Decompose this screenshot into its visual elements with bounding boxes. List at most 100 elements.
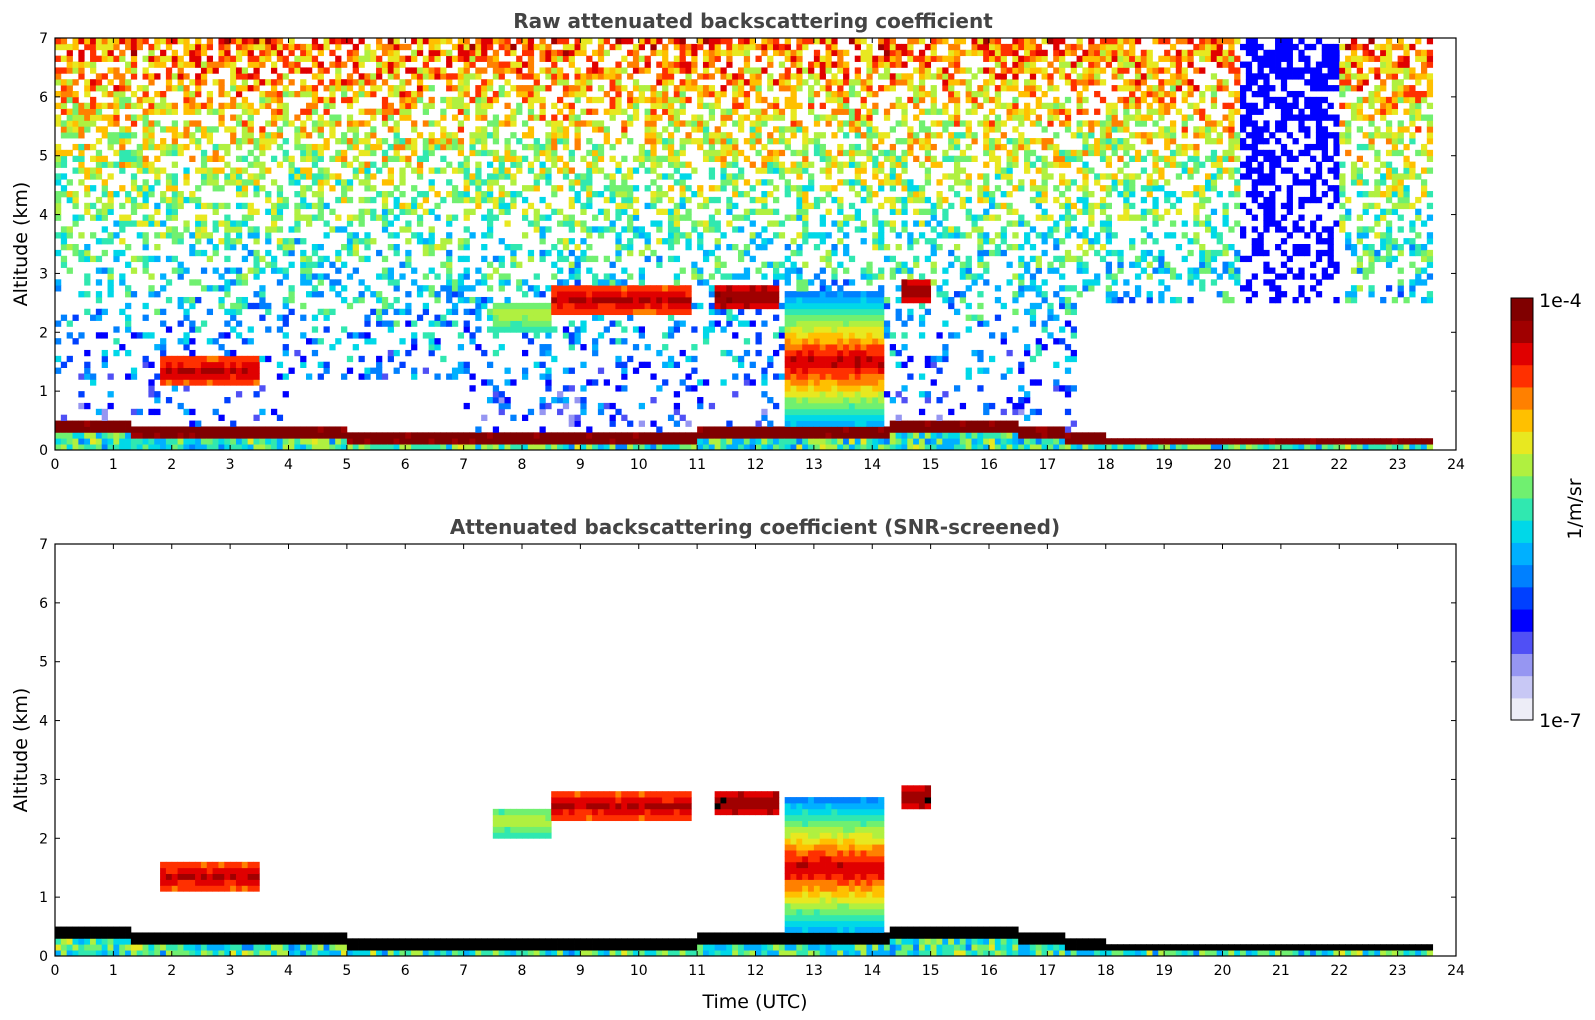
backscatter-cell — [813, 61, 821, 68]
backscatter-cell — [224, 226, 231, 233]
backscatter-cell — [259, 43, 266, 51]
backscatter-cell — [667, 96, 675, 104]
backscatter-cell — [393, 155, 400, 162]
backscatter-cell — [702, 255, 710, 263]
backscatter-cell — [381, 308, 389, 316]
backscatter-cell — [148, 79, 155, 86]
backscatter-cell — [387, 55, 394, 62]
backscatter-cell — [843, 67, 850, 74]
backscatter-cell — [866, 155, 873, 162]
backscatter-cell — [527, 320, 535, 327]
backscatter-cell — [667, 208, 675, 215]
backscatter-cell — [574, 326, 581, 333]
backscatter-cell — [218, 438, 225, 445]
backscatter-cell — [627, 438, 634, 445]
backscatter-cell — [796, 326, 803, 333]
backscatter-cell — [539, 302, 546, 310]
backscatter-cell — [270, 208, 278, 215]
backscatter-cell — [440, 138, 447, 145]
backscatter-cell — [475, 279, 482, 286]
backscatter-cell — [335, 214, 342, 221]
backscatter-cell — [486, 55, 494, 62]
backscatter-cell — [790, 238, 797, 245]
backscatter-cell — [562, 438, 570, 445]
backscatter-cell — [819, 55, 826, 62]
backscatter-cell — [183, 373, 190, 380]
backscatter-cell — [568, 414, 575, 421]
backscatter-cell — [802, 408, 809, 416]
backscatter-cell — [364, 43, 371, 51]
backscatter-cell — [761, 432, 768, 439]
backscatter-cell — [597, 96, 605, 104]
backscatter-cell — [154, 120, 161, 127]
backscatter-cell — [451, 55, 459, 62]
backscatter-cell — [113, 232, 120, 239]
backscatter-cell — [446, 273, 453, 280]
backscatter-cell — [206, 361, 214, 368]
backscatter-cell — [300, 279, 307, 286]
backscatter-cell — [154, 220, 161, 227]
backscatter-cell — [300, 167, 307, 174]
backscatter-cell — [860, 426, 867, 433]
backscatter-cell — [732, 285, 739, 292]
backscatter-cell — [84, 255, 91, 263]
backscatter-cell — [481, 438, 488, 445]
backscatter-cell — [55, 161, 62, 168]
backscatter-cell — [802, 285, 809, 292]
backscatter-cell — [574, 96, 581, 104]
backscatter-cell — [557, 73, 564, 80]
backscatter-cell — [457, 191, 465, 198]
backscatter-cell — [632, 214, 640, 221]
backscatter-cell — [171, 196, 178, 204]
backscatter-cell — [615, 43, 622, 51]
backscatter-cell — [241, 426, 249, 433]
backscatter-cell — [247, 132, 254, 139]
raw-backscatter-panel: Raw attenuated backscattering coefficien… — [10, 9, 1465, 473]
backscatter-cell — [387, 273, 394, 280]
backscatter-cell — [527, 408, 535, 416]
backscatter-cell — [825, 155, 832, 162]
backscatter-cell — [679, 43, 686, 51]
backscatter-cell — [335, 432, 342, 439]
backscatter-cell — [714, 320, 721, 327]
backscatter-cell — [545, 55, 552, 62]
backscatter-cell — [562, 167, 570, 174]
backscatter-cell — [749, 302, 756, 310]
backscatter-cell — [358, 196, 365, 204]
backscatter-cell — [446, 138, 453, 145]
backscatter-cell — [837, 226, 844, 233]
backscatter-cell — [294, 43, 301, 51]
backscatter-cell — [154, 108, 161, 115]
backscatter-cell — [773, 155, 780, 162]
backscatter-cell — [55, 38, 62, 45]
backscatter-cell — [586, 38, 593, 45]
backscatter-cell — [586, 432, 593, 439]
backscatter-cell — [644, 344, 651, 351]
backscatter-cell — [498, 308, 505, 316]
backscatter-cell — [306, 273, 313, 280]
backscatter-cell — [586, 438, 593, 445]
backscatter-cell — [195, 126, 202, 133]
backscatter-cell — [609, 185, 616, 192]
backscatter-cell — [872, 361, 879, 368]
backscatter-cell — [510, 67, 517, 74]
backscatter-cell — [183, 355, 190, 363]
backscatter-cell — [510, 43, 517, 51]
backscatter-cell — [183, 90, 190, 98]
backscatter-cell — [393, 73, 400, 80]
backscatter-cell — [843, 161, 850, 168]
backscatter-cell — [586, 255, 593, 263]
backscatter-cell — [119, 49, 126, 57]
backscatter-cell — [294, 126, 301, 133]
backscatter-cell — [317, 202, 324, 210]
backscatter-cell — [235, 232, 243, 239]
backscatter-cell — [498, 255, 505, 263]
backscatter-cell — [638, 85, 645, 92]
backscatter-cell — [697, 426, 704, 433]
backscatter-cell — [586, 226, 593, 233]
backscatter-cell — [860, 402, 867, 410]
backscatter-cell — [113, 120, 120, 127]
backscatter-cell — [737, 432, 745, 439]
backscatter-cell — [107, 67, 114, 74]
backscatter-cell — [358, 161, 365, 168]
